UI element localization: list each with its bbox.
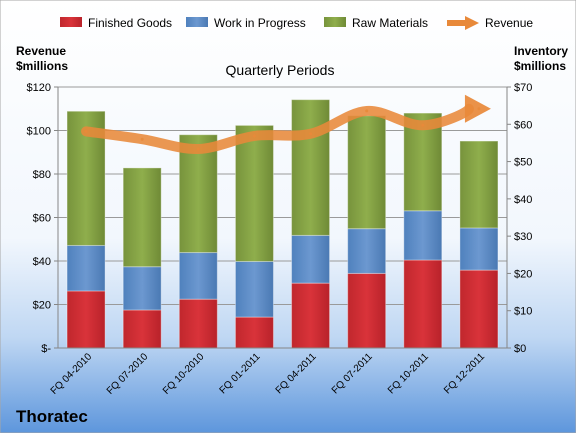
revenue-point bbox=[421, 123, 425, 127]
legend-swatch bbox=[186, 17, 208, 27]
bar-raw-materials bbox=[178, 134, 218, 254]
left-tick-label: $80 bbox=[33, 169, 51, 181]
bar-raw-materials bbox=[234, 124, 274, 262]
right-tick-label: $10 bbox=[514, 306, 532, 318]
bar-work-in-progress bbox=[459, 227, 499, 271]
bar-finished-goods bbox=[234, 316, 274, 349]
left-tick-label: $100 bbox=[27, 126, 51, 138]
right-tick-label: $30 bbox=[514, 231, 532, 243]
left-tick-label: $120 bbox=[27, 82, 51, 94]
revenue-point bbox=[84, 129, 88, 133]
bar-work-in-progress bbox=[178, 252, 218, 300]
left-tick-label: $40 bbox=[33, 256, 51, 268]
bar-raw-materials bbox=[122, 167, 162, 268]
left-axis-label-line1: Revenue bbox=[16, 44, 66, 58]
bar-work-in-progress bbox=[66, 244, 106, 292]
revenue-line bbox=[81, 103, 474, 154]
legend-swatch bbox=[60, 17, 82, 27]
revenue-point bbox=[309, 132, 313, 136]
bar-work-in-progress bbox=[122, 266, 162, 311]
revenue-arrowhead bbox=[464, 94, 491, 123]
bar-raw-materials bbox=[291, 99, 331, 236]
revenue-point bbox=[140, 137, 144, 141]
right-axis-label-line2: $millions bbox=[514, 59, 566, 73]
bars bbox=[66, 99, 499, 349]
bar-finished-goods bbox=[347, 272, 387, 349]
revenue-point bbox=[365, 109, 369, 113]
right-tick-label: $70 bbox=[514, 82, 532, 94]
bar-raw-materials bbox=[347, 115, 387, 230]
right-tick-label: $20 bbox=[514, 268, 532, 280]
left-tick-label: $60 bbox=[33, 213, 51, 225]
legend-label: Raw Materials bbox=[352, 16, 428, 30]
left-tick-label: $- bbox=[41, 343, 51, 355]
chart-subtitle: Quarterly Periods bbox=[226, 62, 335, 78]
legend-label: Work in Progress bbox=[214, 16, 306, 30]
bar-finished-goods bbox=[291, 282, 331, 349]
right-tick-label: $40 bbox=[514, 194, 532, 206]
bar-work-in-progress bbox=[403, 210, 443, 261]
company-name: Thoratec bbox=[16, 407, 88, 426]
right-axis-label-line1: Inventory bbox=[514, 44, 568, 58]
right-tick-label: $50 bbox=[514, 157, 532, 169]
bar-finished-goods bbox=[459, 269, 499, 349]
revenue-point bbox=[196, 147, 200, 151]
bar-work-in-progress bbox=[347, 228, 387, 274]
legend: Finished Goods Work in Progress Raw Materi… bbox=[60, 16, 533, 30]
left-tick-label: $20 bbox=[33, 300, 51, 312]
legend-label: Revenue bbox=[485, 16, 533, 30]
legend-swatch-arrow bbox=[465, 16, 479, 30]
bar-work-in-progress bbox=[234, 260, 274, 318]
revenue-point bbox=[252, 134, 256, 138]
bar-finished-goods bbox=[178, 298, 218, 349]
bar-finished-goods bbox=[403, 259, 443, 349]
legend-label: Finished Goods bbox=[88, 16, 172, 30]
left-axis-label-line2: $millions bbox=[16, 59, 68, 73]
right-tick-label: $0 bbox=[514, 343, 526, 355]
right-tick-label: $60 bbox=[514, 119, 532, 131]
bar-finished-goods bbox=[122, 309, 162, 349]
bar-finished-goods bbox=[66, 290, 106, 349]
legend-swatch bbox=[324, 17, 346, 27]
revenue-line-layer bbox=[81, 94, 491, 154]
bar-raw-materials bbox=[459, 140, 499, 229]
bar-work-in-progress bbox=[291, 234, 331, 284]
